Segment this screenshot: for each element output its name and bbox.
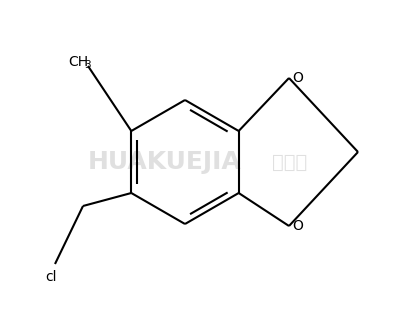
Text: HUAKUEJIA: HUAKUEJIA xyxy=(88,150,242,174)
Text: O: O xyxy=(292,71,303,85)
Text: 化学加: 化学加 xyxy=(272,153,307,172)
Text: CH: CH xyxy=(68,55,88,69)
Text: 3: 3 xyxy=(84,60,90,70)
Text: cl: cl xyxy=(45,270,56,284)
Text: O: O xyxy=(292,219,303,233)
